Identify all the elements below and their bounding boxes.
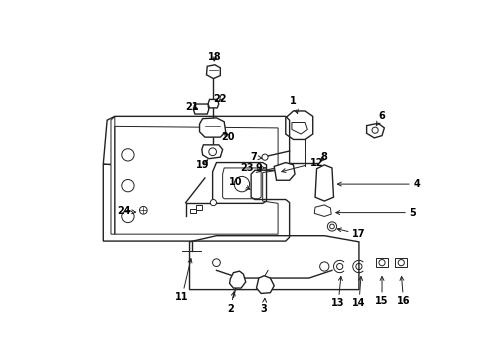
Polygon shape [367,123,384,138]
Polygon shape [202,145,222,159]
Text: 6: 6 [376,111,386,126]
Text: 22: 22 [214,94,227,104]
Bar [190,209,196,213]
Text: 15: 15 [375,276,389,306]
Text: 17: 17 [337,228,366,239]
Text: 16: 16 [397,276,410,306]
Circle shape [327,222,337,231]
Text: 19: 19 [196,160,209,170]
Text: 9: 9 [255,163,265,173]
Text: 2: 2 [227,292,235,314]
Text: 20: 20 [221,132,235,142]
Text: 3: 3 [261,298,268,314]
Bar [376,258,388,267]
Polygon shape [274,163,295,180]
Text: 4: 4 [338,179,420,189]
Bar [395,258,408,267]
Polygon shape [315,165,334,201]
Text: 5: 5 [336,208,416,217]
Text: 1: 1 [290,96,298,113]
Text: 13: 13 [331,276,345,309]
Text: 24: 24 [117,206,136,216]
Text: 21: 21 [185,102,198,112]
Text: 14: 14 [352,276,366,309]
Polygon shape [199,118,226,137]
Polygon shape [194,104,209,114]
Polygon shape [229,271,245,288]
Bar [196,205,202,210]
Text: 11: 11 [175,259,192,302]
Polygon shape [208,99,219,108]
Text: 23: 23 [241,163,261,173]
Polygon shape [314,205,331,216]
Text: 12: 12 [282,158,323,172]
Polygon shape [206,65,220,78]
Text: 7: 7 [250,152,262,162]
Circle shape [210,199,217,206]
Text: 8: 8 [320,152,328,162]
Polygon shape [257,276,274,293]
Text: 10: 10 [229,177,250,189]
Text: 18: 18 [208,52,222,62]
Circle shape [262,154,268,160]
